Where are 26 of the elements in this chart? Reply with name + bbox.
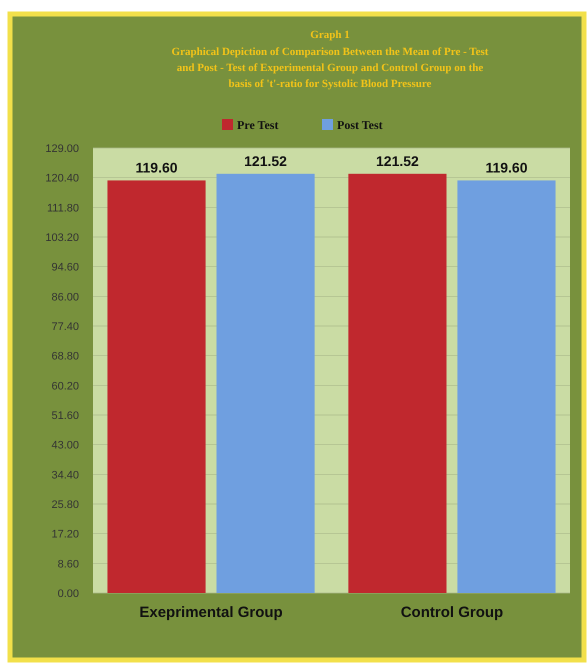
y-tick-label: 86.00 — [51, 291, 79, 304]
y-tick-label: 120.40 — [45, 172, 79, 185]
data-label: 121.52 — [376, 152, 420, 169]
legend-label: Post Test — [337, 118, 383, 132]
data-label: 119.60 — [135, 159, 178, 176]
y-tick-label: 68.80 — [51, 350, 79, 363]
y-tick-label: 60.20 — [51, 380, 79, 392]
x-tick-label: Exeprimental Group — [139, 604, 283, 621]
chart-subtitle: Graphical Depiction of Comparison Between the Mean of Pre - Test and Post - Test of Experimental Group and Control Group on the basis of 't'-ratio for Systolic Blood Pressure — [172, 46, 489, 90]
y-tick-label: 129.00 — [45, 143, 79, 155]
y-tick-label: 51.60 — [51, 410, 79, 422]
chart-title: Graph 1 — [310, 29, 350, 41]
data-label: 121.52 — [244, 152, 288, 169]
y-tick-label: 17.20 — [51, 528, 79, 541]
legend-label: Pre Test — [237, 118, 278, 132]
y-tick-label: 0.00 — [58, 588, 79, 600]
y-tick-label: 77.40 — [51, 321, 79, 333]
y-tick-label: 8.60 — [58, 558, 79, 570]
y-tick-label: 94.60 — [51, 262, 79, 274]
data-label: 119.60 — [485, 159, 528, 176]
x-tick-label: Control Group — [400, 604, 504, 621]
y-tick-label: 111.80 — [46, 202, 79, 214]
y-tick-label: 34.40 — [51, 469, 79, 482]
y-tick-label: 25.80 — [51, 499, 79, 511]
y-tick-label: 43.00 — [51, 440, 79, 452]
y-tick-label: 103.20 — [45, 232, 79, 244]
